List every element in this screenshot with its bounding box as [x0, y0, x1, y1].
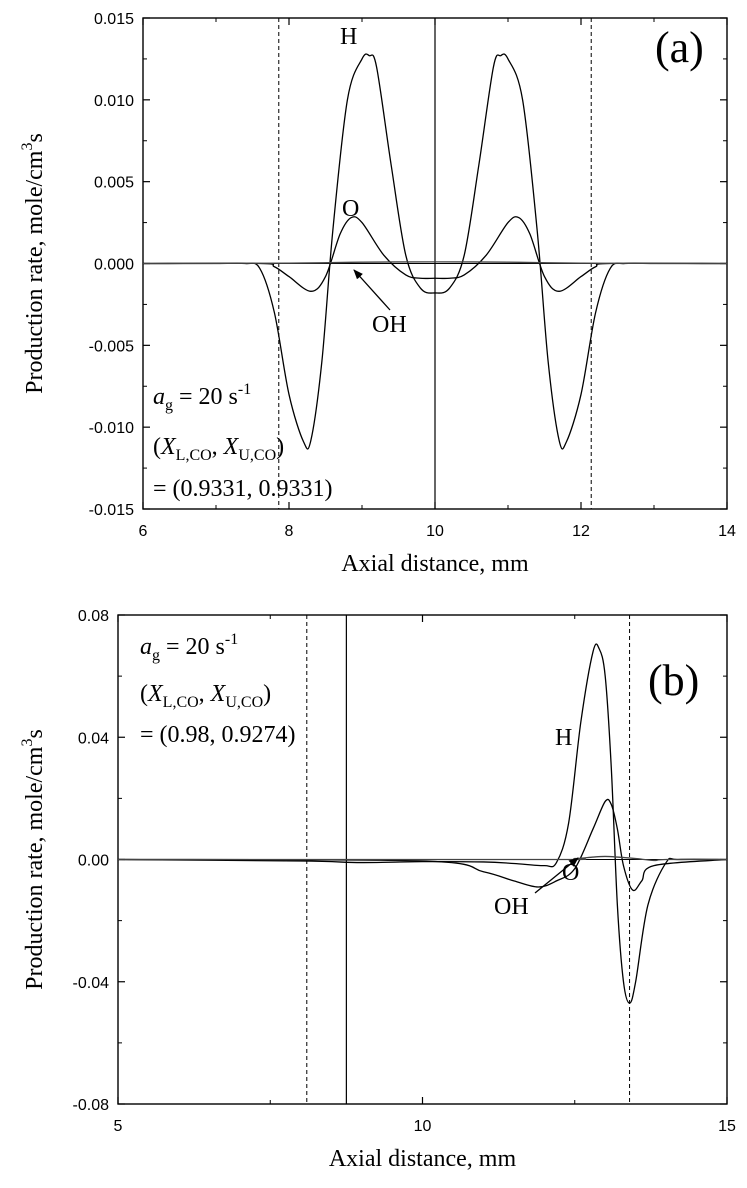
- y-tick-label: 0.010: [94, 93, 134, 110]
- y-tick-label: 0.04: [78, 730, 109, 747]
- x-tick-label: 5: [114, 1118, 123, 1135]
- y-axis-title: Production rate, mole/cm3s: [19, 133, 48, 394]
- series-label-h: H: [340, 24, 357, 50]
- y-tick-label: 0.00: [78, 853, 109, 870]
- y-tick-label: 0.005: [94, 175, 134, 192]
- x-tick-label: 8: [285, 523, 294, 540]
- y-tick-label: -0.04: [73, 975, 110, 992]
- series-line-oh: [143, 261, 727, 265]
- x-axis-title: Axial distance, mm: [341, 551, 529, 577]
- x-tick-label: 10: [414, 1118, 432, 1135]
- annotation-strain-rate: ag = 20 s-1: [140, 631, 238, 664]
- panel-a: 6 8 10 12 14 -0.015 -0.010 -0.005 0.000 0.005 0.01…: [19, 11, 736, 577]
- series-line-h: [143, 53, 727, 450]
- series-label-o: O: [342, 196, 359, 222]
- annotation-values: = (0.9331, 0.9331): [153, 476, 333, 502]
- annotation-mole-fractions: (XL,CO, XU,CO): [153, 434, 284, 464]
- annotation-strain-rate: ag = 20 s-1: [153, 381, 251, 414]
- x-tick-label: 14: [718, 523, 736, 540]
- x-tick-label: 12: [572, 523, 590, 540]
- series-label-oh: OH: [372, 312, 407, 338]
- series-label-oh: OH: [494, 894, 529, 920]
- y-tick-label: -0.015: [89, 502, 134, 519]
- y-axis-title: Production rate, mole/cm3s: [19, 729, 48, 990]
- panel-label: (a): [655, 23, 704, 72]
- annotation-values: = (0.98, 0.9274): [140, 722, 296, 748]
- series-line-oh: [118, 855, 727, 862]
- series-line-o: [118, 798, 727, 892]
- panel-label: (b): [648, 656, 699, 705]
- series-line-o: [143, 216, 727, 292]
- x-axis-title: Axial distance, mm: [329, 1146, 517, 1172]
- arrow-pointer: [353, 269, 391, 311]
- x-tick-label: 10: [426, 523, 444, 540]
- x-tick-label: 15: [718, 1118, 736, 1135]
- y-tick-label: -0.005: [89, 338, 134, 355]
- y-tick-label: -0.010: [89, 420, 134, 437]
- annotation-mole-fractions: (XL,CO, XU,CO): [140, 681, 271, 711]
- y-tick-label: 0.015: [94, 11, 134, 28]
- y-tick-label: 0.08: [78, 608, 109, 625]
- y-tick-label: -0.08: [73, 1097, 110, 1114]
- y-tick-label: 0.000: [94, 257, 134, 274]
- x-tick-label: 6: [139, 523, 148, 540]
- series-label-h: H: [555, 725, 572, 751]
- arrow-pointer: [534, 857, 579, 894]
